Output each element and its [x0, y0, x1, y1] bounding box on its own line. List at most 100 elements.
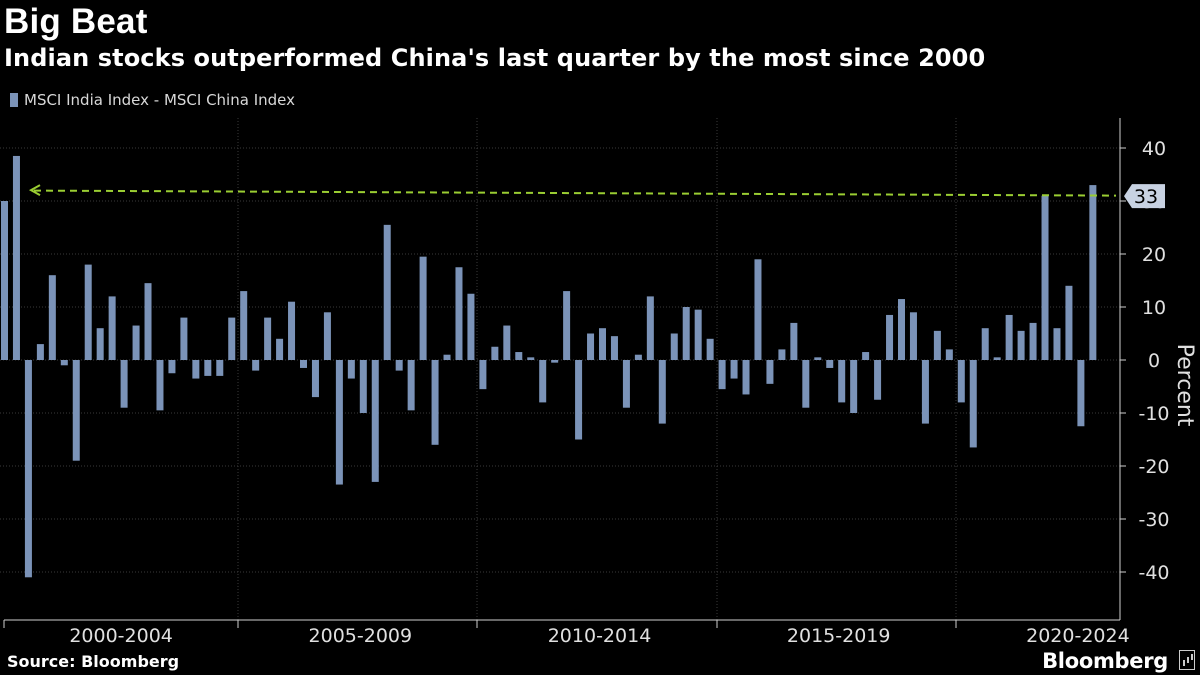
bar	[670, 333, 678, 360]
bar	[957, 360, 965, 403]
x-tick-label: 2000-2004	[69, 625, 173, 647]
bar	[48, 275, 56, 360]
bar	[371, 360, 379, 482]
bar	[1017, 330, 1025, 360]
y-tick-label: 10	[1142, 297, 1166, 319]
chart-icon	[1179, 650, 1195, 670]
bar	[156, 360, 164, 411]
bar	[359, 360, 367, 413]
bar	[1, 201, 8, 360]
y-tick-label: -40	[1138, 562, 1169, 584]
bar	[898, 299, 905, 360]
bar	[730, 360, 738, 379]
y-tick-label: -30	[1138, 509, 1169, 531]
bar	[132, 325, 140, 360]
legend: MSCI India Index - MSCI China Index	[10, 91, 295, 109]
arrow-left-icon	[28, 184, 41, 196]
bar	[1029, 322, 1037, 360]
bar	[72, 360, 80, 461]
x-tick-label: 2015-2019	[787, 625, 891, 647]
bar	[933, 330, 941, 360]
bar	[850, 360, 858, 413]
bar	[826, 360, 834, 368]
bar	[814, 357, 822, 360]
bar	[563, 291, 571, 360]
bar	[1089, 185, 1097, 360]
bar	[347, 360, 355, 379]
bar	[802, 360, 810, 408]
bar	[311, 360, 319, 398]
bar	[96, 328, 104, 360]
bar	[323, 312, 331, 360]
bar	[216, 360, 224, 376]
bar	[288, 301, 296, 360]
bar	[300, 360, 307, 368]
bar	[252, 360, 260, 371]
bar	[395, 360, 403, 371]
bar	[84, 264, 92, 360]
source-note: Source: Bloomberg	[7, 652, 180, 671]
bar	[1005, 314, 1013, 360]
bar	[575, 360, 583, 440]
bar	[599, 328, 606, 360]
bar	[467, 293, 475, 360]
bar	[36, 344, 44, 360]
axes: -40-30-20-100102030402000-20042005-20092…	[3, 118, 1170, 647]
bar	[60, 360, 68, 366]
y-tick-label: 0	[1148, 350, 1160, 372]
chart-title: Big Beat	[4, 2, 148, 41]
bar	[874, 360, 882, 400]
bar	[981, 328, 989, 360]
bar	[12, 155, 20, 360]
bar	[838, 360, 846, 403]
bar	[192, 360, 200, 379]
bar	[276, 338, 284, 360]
bar	[1065, 285, 1073, 360]
bar	[431, 360, 439, 445]
bar	[168, 360, 176, 374]
bar	[646, 296, 654, 360]
bar	[407, 360, 415, 411]
bar	[204, 360, 212, 376]
x-tick-label: 2020-2024	[1026, 625, 1130, 647]
reference-line-group: 33	[28, 184, 1165, 209]
bar	[1077, 360, 1085, 427]
bar	[180, 317, 188, 360]
value-callout	[1124, 184, 1165, 209]
bar	[1041, 195, 1049, 360]
bloomberg-logo: Bloomberg	[1042, 649, 1168, 673]
bar	[706, 338, 714, 360]
legend-swatch	[10, 93, 18, 107]
bar	[694, 309, 702, 360]
bar	[551, 360, 559, 363]
bar	[790, 322, 798, 360]
y-tick-label: 20	[1142, 244, 1166, 266]
bar	[419, 256, 427, 360]
bar	[909, 312, 917, 360]
bar	[634, 354, 642, 360]
y-tick-label: -10	[1138, 403, 1169, 425]
bar	[778, 349, 786, 360]
bars	[1, 155, 1097, 578]
bar	[754, 259, 762, 360]
legend-label: MSCI India Index - MSCI China Index	[24, 91, 295, 109]
bar	[718, 360, 726, 390]
bar	[120, 360, 128, 408]
chart-subtitle: Indian stocks outperformed China's last …	[4, 44, 986, 72]
bar	[240, 291, 248, 360]
x-tick-label: 2005-2009	[309, 625, 413, 647]
reference-line	[33, 189, 1117, 197]
bar	[108, 296, 116, 360]
bar	[766, 360, 774, 384]
bar	[969, 360, 977, 448]
bar	[682, 307, 690, 360]
value-callout-label: 33	[1134, 186, 1158, 208]
bar	[610, 336, 618, 360]
bar	[993, 357, 1001, 360]
bar	[503, 325, 511, 360]
bar	[383, 224, 391, 360]
bar	[945, 349, 953, 360]
grid	[0, 118, 1120, 620]
bar	[228, 317, 236, 360]
